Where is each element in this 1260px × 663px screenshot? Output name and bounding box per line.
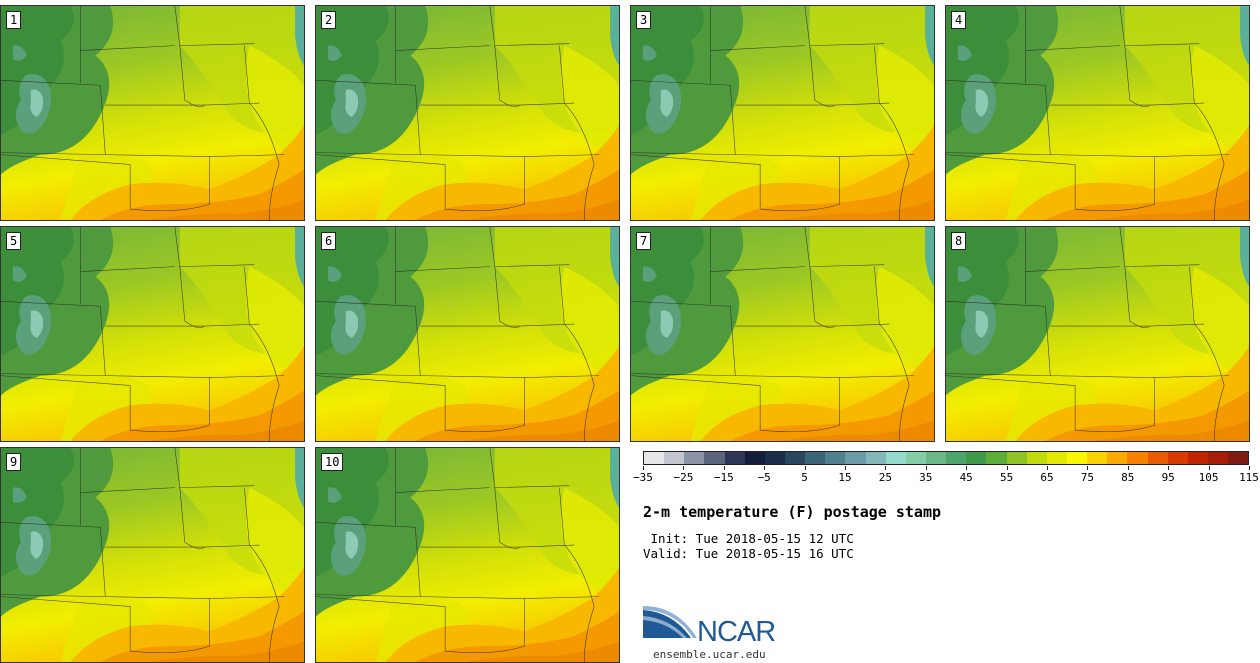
colorbar-cell (784, 452, 806, 464)
colorbar-cell (966, 452, 987, 464)
colorbar-tick (804, 466, 806, 470)
colorbar-cell (885, 452, 906, 464)
colorbar-tick (1249, 466, 1250, 470)
map-panel: 6 (315, 226, 620, 442)
colorbar-tick (764, 466, 766, 470)
member-number: 2 (321, 11, 337, 29)
colorbar-tick (1168, 466, 1170, 470)
colorbar-cell (664, 452, 685, 464)
colorbar-tick-label: 5 (801, 471, 808, 484)
map-panel: 8 (945, 226, 1250, 442)
colorbar-tick-label: −25 (673, 471, 694, 484)
map-panel: 7 (630, 226, 935, 442)
map-panel: 5 (0, 226, 305, 442)
colorbar-tick-label: −35 (633, 471, 653, 484)
colorbar-tick (1047, 466, 1048, 470)
init-time: Init: Tue 2018-05-15 12 UTC (643, 531, 854, 546)
colorbar-cell (865, 452, 886, 464)
colorbar-tick (683, 466, 685, 470)
colorbar-cell (724, 452, 745, 464)
colorbar-cell (684, 452, 705, 464)
site-url[interactable]: ensemble.ucar.edu (653, 648, 766, 661)
colorbar-tick (1208, 466, 1210, 470)
colorbar-tick-label: 55 (999, 471, 1014, 484)
colorbar-cell (1066, 452, 1088, 464)
member-number: 1 (6, 11, 22, 29)
colorbar-tick-label: 35 (919, 471, 933, 484)
colorbar-cell (1207, 452, 1229, 464)
colorbar-tick-label: −5 (757, 471, 771, 484)
colorbar-tick (1127, 466, 1129, 470)
ncar-logo-icon (643, 606, 697, 638)
colorbar-cell (905, 452, 926, 464)
map-panel: 3 (630, 5, 935, 221)
colorbar-tick-label: −15 (713, 471, 734, 484)
member-number: 3 (636, 11, 652, 29)
colorbar-tick (845, 466, 846, 470)
colorbar-cell (925, 452, 947, 464)
colorbar-cell (1026, 452, 1047, 464)
colorbar-ticks: −35 −25 −15 −5 5 15 25 35 45 55 65 75 85 95 105 115 (633, 466, 1259, 490)
member-number: 9 (6, 453, 22, 471)
colorbar-cell (1228, 452, 1249, 464)
colorbar-cell (744, 452, 765, 464)
colorbar-tick-label: 105 (1198, 471, 1219, 484)
colorbar-tick (885, 466, 887, 470)
colorbar-cell (644, 452, 665, 464)
colorbar-cell (1046, 452, 1067, 464)
colorbar-tick-label: 85 (1121, 471, 1135, 484)
colorbar-cell (986, 452, 1007, 464)
member-number: 8 (951, 232, 967, 250)
colorbar-cell (1006, 452, 1027, 464)
colorbar-cell (764, 452, 785, 464)
member-number: 5 (6, 232, 22, 250)
colorbar-cell (946, 452, 967, 464)
colorbar-tick (1087, 466, 1089, 470)
colorbar-cell (704, 452, 725, 464)
colorbar-cell (825, 452, 846, 464)
colorbar-cell (1087, 452, 1108, 464)
colorbar-cell (1167, 452, 1188, 464)
member-number: 4 (951, 11, 967, 29)
colorbar-tick-label: 115 (1239, 471, 1259, 484)
member-number: 10 (321, 453, 344, 471)
temperature-colorbar (643, 451, 1249, 465)
colorbar-tick (925, 466, 927, 470)
map-panel: 2 (315, 5, 620, 221)
member-number: 7 (636, 232, 652, 250)
colorbar-tick (723, 466, 725, 470)
colorbar-cell (805, 452, 826, 464)
colorbar-cell (845, 452, 866, 464)
colorbar-tick-label: 25 (878, 471, 893, 484)
map-panel: 9 (0, 447, 305, 663)
colorbar-tick (1006, 466, 1008, 470)
colorbar-tick-label: 45 (959, 471, 973, 484)
colorbar-cell (1107, 452, 1128, 464)
map-panel: 4 (945, 5, 1250, 221)
member-number: 6 (321, 232, 337, 250)
figure-title: 2-m temperature (F) postage stamp (643, 503, 942, 521)
colorbar-cell (1127, 452, 1148, 464)
time-info: Init: Tue 2018-05-15 12 UTC Valid: Tue 2… (643, 531, 854, 561)
colorbar-tick-label: 15 (838, 471, 852, 484)
ncar-logo-text: NCAR (697, 616, 776, 648)
colorbar-tick (966, 466, 968, 470)
map-panel: 1 (0, 5, 305, 221)
colorbar-cell (1147, 452, 1168, 464)
colorbar-tick (643, 466, 644, 470)
colorbar-tick-label: 65 (1040, 471, 1054, 484)
colorbar-tick-label: 75 (1080, 471, 1095, 484)
colorbar-cell (1187, 452, 1208, 464)
valid-time: Valid: Tue 2018-05-15 16 UTC (643, 546, 854, 561)
colorbar-tick-label: 95 (1161, 471, 1175, 484)
map-panel: 10 (315, 447, 620, 663)
